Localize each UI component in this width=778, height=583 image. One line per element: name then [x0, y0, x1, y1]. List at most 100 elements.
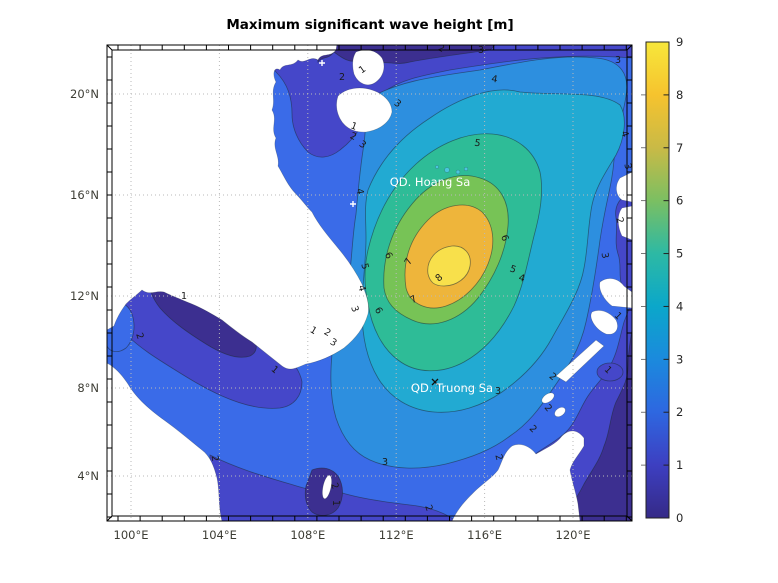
x-tick-label: 104°E [202, 528, 237, 542]
land-panay [590, 310, 618, 335]
plus-marker [319, 60, 325, 66]
land-malay-peninsula [107, 362, 223, 521]
colorbar-tick-label: 5 [676, 247, 683, 261]
contour-label: 3 [328, 337, 339, 350]
colorbar-tick-label: 7 [676, 141, 683, 155]
x-tick-label: 116°E [467, 528, 502, 542]
contour-label: 2 [322, 327, 333, 340]
contour-label: 2 [542, 403, 554, 415]
frame-inner [111, 49, 628, 517]
land-mindoro [599, 278, 632, 309]
contour-label: 5 [508, 263, 517, 275]
contour-label: 6 [498, 233, 510, 242]
land-leizhou-peninsula [352, 49, 385, 86]
cross-markers [319, 60, 439, 386]
contour-label: 3 [348, 304, 360, 313]
contour-label: 3 [392, 98, 403, 110]
land-hainan-island [336, 87, 393, 133]
y-tick-label: 4°N [77, 469, 99, 483]
x-tick-label: 108°E [290, 528, 325, 542]
land-palawan-islet-2 [554, 406, 566, 418]
islet-dot [444, 167, 450, 173]
contour-label: 5 [474, 138, 482, 150]
contour-label: 4 [517, 272, 526, 284]
contour-label: 1 [357, 64, 368, 76]
frame-outer [106, 44, 633, 522]
x-axis-tick-labels: 100°E 104°E 108°E 112°E 116°E 120°E [114, 528, 591, 542]
contour-label: 1 [349, 120, 358, 132]
land-china-indochina [107, 45, 369, 370]
land-borneo [451, 430, 585, 521]
contour-label: 8 [434, 272, 446, 284]
contour-label: 5 [358, 262, 370, 271]
land-palawan-islet-1 [541, 392, 555, 404]
colorbar-tick-labels: 0 1 2 3 4 5 6 7 8 9 [676, 35, 683, 525]
frame-corner-diagonals [106, 44, 633, 522]
contour-label: 1 [308, 325, 319, 338]
contour-label: 2 [328, 481, 340, 490]
place-label: QD. Hoang Sa [390, 175, 471, 189]
contour-label: 1 [181, 291, 187, 302]
y-axis-tick-labels: 20°N 16°N 12°N 8°N 4°N [70, 87, 99, 483]
islet-dots [435, 165, 469, 175]
y-tick-label: 20°N [70, 87, 99, 101]
colorbar-tick-label: 8 [676, 88, 683, 102]
contour-label: 2 [492, 453, 504, 462]
colorbar-bar [645, 41, 670, 519]
contour-label: 4 [355, 284, 367, 293]
contour-band-0-southeast [559, 329, 632, 521]
contour-band-8-peak [427, 245, 471, 287]
contour-label: 2 [339, 72, 345, 83]
colorbar-tick-label: 6 [676, 194, 683, 208]
contour-label: 2 [547, 371, 559, 383]
islet-dot [455, 169, 461, 175]
colorbar-tick-label: 2 [676, 405, 683, 419]
colorbar-tick-label: 4 [676, 299, 683, 313]
gridlines [107, 45, 632, 521]
contour-label: 7 [408, 294, 419, 307]
colorbar-tick-label: 0 [676, 511, 683, 525]
frame-ticks [107, 45, 632, 521]
contour-label: 6 [382, 250, 395, 261]
contour-label: 4 [491, 74, 499, 86]
contour-label: 2 [613, 216, 625, 225]
colorbar-tick-label: 3 [676, 352, 683, 366]
contour-label: 7 [403, 256, 416, 267]
y-tick-label: 8°N [77, 381, 99, 395]
land-natuna-island [322, 474, 332, 500]
contour-label: 2 [422, 503, 434, 512]
colorbar-ticks [641, 94, 669, 466]
colorbar-tick-label: 9 [676, 35, 683, 49]
colorbar: 0 1 2 3 4 5 6 7 8 9 [641, 35, 683, 525]
contour-label: 3 [615, 55, 621, 66]
contour-label: 1 [269, 364, 281, 376]
contour-label: 1 [330, 500, 341, 506]
contour-label: 3 [495, 386, 501, 397]
place-labels: QD. Hoang Sa QD. Truong Sa [390, 175, 493, 395]
colorbar-tick-label: 1 [676, 458, 683, 472]
contour-label: 3 [357, 139, 368, 151]
x-tick-label: 120°E [556, 528, 591, 542]
y-tick-label: 16°N [70, 188, 99, 202]
x-tick-label: 100°E [114, 528, 149, 542]
contour-label: 4 [618, 129, 630, 138]
contour-label: 2 [133, 331, 145, 340]
contour-label: 3 [599, 252, 611, 260]
land-palawan [555, 339, 605, 383]
page-title: Maximum significant wave height [m] [226, 17, 513, 33]
contour-label: 6 [372, 305, 385, 316]
contour-label: 4 [354, 188, 366, 196]
contour-label: 2 [348, 130, 358, 143]
islet-dot [435, 165, 439, 169]
contour-label: 2 [209, 455, 221, 463]
plus-marker [352, 324, 358, 330]
contour-label: 3 [382, 457, 388, 468]
place-label: QD. Truong Sa [411, 381, 493, 395]
plot-frame [106, 44, 633, 522]
x-marker [431, 378, 439, 386]
land-philippines-strip-mid [617, 205, 632, 241]
